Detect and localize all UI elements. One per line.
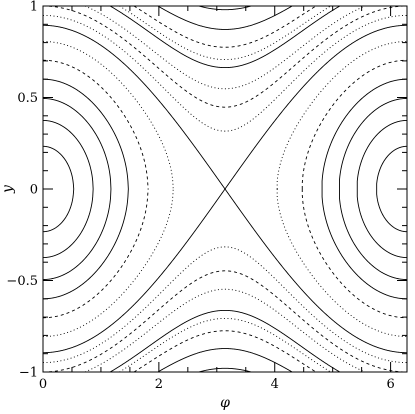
contour-level-14: [198, 5, 252, 373]
contour-segment: [43, 246, 407, 364]
contour-segment: [339, 98, 407, 189]
contour-segment: [43, 119, 94, 190]
contour-level-7: [43, 14, 407, 364]
contour-segment: [157, 348, 293, 373]
contour-segment: [376, 189, 407, 233]
contour-segment: [198, 367, 252, 373]
contour-segment: [43, 270, 407, 373]
contour-level-3: [43, 78, 407, 300]
x-tick-label: 0: [39, 377, 47, 392]
x-tick-label: 4: [271, 377, 279, 392]
contour-level-10: [110, 5, 341, 373]
y-tick-label: 0.5: [17, 91, 38, 106]
y-tick-label: 0: [30, 183, 38, 198]
contour-segment: [43, 188, 149, 319]
y-tick-label: −0.5: [6, 274, 38, 289]
contour-segment: [321, 189, 407, 300]
contour-segment: [133, 330, 317, 373]
contour-segment: [43, 78, 129, 190]
y-tick-labels: −1 −0.5 0 0.5 1: [6, 0, 38, 381]
contour-segment: [356, 189, 407, 259]
contour-segment: [43, 14, 407, 132]
contour-segment: [276, 189, 407, 337]
contour-segment: [110, 309, 341, 373]
contour-segment: [43, 188, 75, 233]
contour-segment: [133, 5, 317, 48]
contour-curves: [43, 5, 407, 373]
contour-segment: [43, 59, 149, 190]
contour-segment: [43, 188, 112, 280]
contour-segment: [43, 188, 407, 354]
contour-level-1: [43, 119, 407, 259]
contour-segment: [301, 189, 407, 319]
contour-level-5: [43, 41, 407, 337]
contour-level-8: [43, 5, 407, 373]
contour-segment: [198, 5, 252, 11]
contour-segment: [84, 288, 366, 373]
contour-segment: [339, 189, 407, 280]
contour-level-13: [157, 5, 293, 373]
axis-ticks: [42, 5, 407, 373]
contour-segment: [43, 145, 75, 190]
y-axis-label: y: [0, 184, 16, 194]
x-axis-label: φ: [220, 395, 230, 411]
contour-segment: [157, 5, 293, 30]
contour-segment: [301, 59, 407, 189]
contour-level-4: [43, 59, 407, 319]
contour-level-9: [84, 5, 366, 373]
contour-segment: [84, 5, 366, 90]
contour-segment: [276, 41, 407, 189]
x-tick-label: 6: [386, 377, 394, 392]
contour-segment: [43, 98, 112, 190]
x-tick-label: 2: [155, 377, 163, 392]
contour-segment: [43, 188, 129, 300]
contour-segment: [321, 78, 407, 189]
contour-segment: [376, 145, 407, 189]
contour-level-2: [43, 98, 407, 280]
contour-level-0: [43, 145, 407, 233]
y-tick-label: −1: [19, 366, 38, 381]
contour-segment: [110, 5, 341, 69]
contour-segment: [43, 188, 94, 259]
contour-segment: [356, 119, 407, 189]
contour-level-6: [43, 24, 407, 354]
x-tick-labels: 0 2 4 6: [39, 377, 395, 392]
contour-segment: [43, 5, 407, 108]
y-tick-label: 1: [30, 0, 38, 15]
